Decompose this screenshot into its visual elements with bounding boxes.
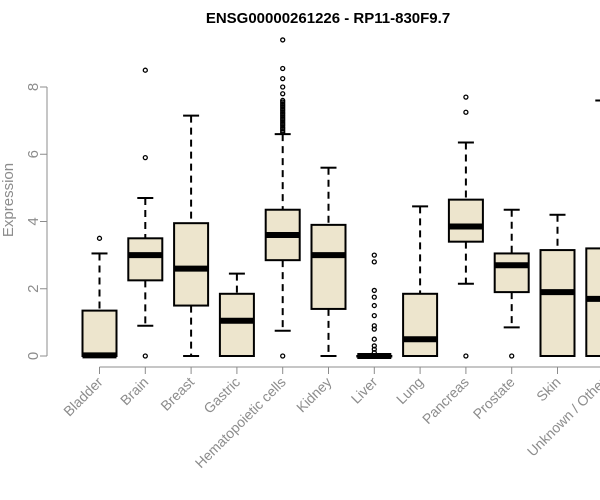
chart-title: ENSG00000261226 - RP11-830F9.7 xyxy=(206,10,450,27)
outlier-point xyxy=(371,336,377,342)
outlier-point xyxy=(371,252,377,258)
outlier-point xyxy=(142,154,148,161)
box-group xyxy=(127,67,164,359)
box xyxy=(585,247,600,357)
y-tick-label: 2 xyxy=(25,285,42,293)
outlier-point xyxy=(142,353,148,359)
outlier-point xyxy=(371,287,377,294)
outlier-point xyxy=(280,84,286,90)
x-tick-label: Prostate xyxy=(470,374,518,422)
x-tick-label: Pancreas xyxy=(419,374,472,427)
x-tick-label: Lung xyxy=(393,374,426,407)
y-tick-label: 4 xyxy=(25,217,42,225)
outlier-point xyxy=(96,235,103,241)
y-tick-label: 0 xyxy=(25,352,42,360)
box-group xyxy=(264,37,301,359)
box xyxy=(81,309,118,358)
outlier-point xyxy=(371,323,377,329)
box-group xyxy=(447,94,484,359)
outlier-point xyxy=(371,294,377,300)
x-tick-label: Kidney xyxy=(293,374,335,416)
box xyxy=(539,249,576,357)
outlier-point xyxy=(280,353,286,359)
outlier-point xyxy=(463,94,469,100)
box-group xyxy=(585,99,600,357)
box xyxy=(173,222,210,307)
box xyxy=(493,252,530,294)
x-tick-label: Skin xyxy=(533,374,564,405)
box-group xyxy=(402,205,439,358)
x-tick-label: Bladder xyxy=(60,374,106,420)
outlier-point xyxy=(280,91,286,97)
box-group xyxy=(173,114,210,357)
outlier-point xyxy=(463,353,469,359)
outlier-point xyxy=(280,37,286,43)
y-axis-label: Expression xyxy=(0,163,17,237)
box-group xyxy=(310,166,347,357)
outlier-point xyxy=(280,97,286,104)
outlier-point xyxy=(371,312,377,319)
box-group xyxy=(81,235,118,359)
box-group xyxy=(218,272,255,358)
box-group xyxy=(356,252,393,359)
plot-area xyxy=(81,37,600,359)
outlier-point xyxy=(142,67,148,73)
box-group xyxy=(493,208,530,359)
y-tick-label: 8 xyxy=(25,83,42,91)
outlier-point xyxy=(280,75,286,82)
box xyxy=(402,292,439,358)
x-tick-label: Breast xyxy=(157,374,197,414)
y-tick-label: 6 xyxy=(25,150,42,158)
outlier-point xyxy=(509,353,515,359)
x-tick-label: Liver xyxy=(348,374,381,407)
outlier-point xyxy=(371,259,377,265)
box xyxy=(218,292,255,358)
box xyxy=(447,198,484,243)
x-tick-label: Gastric xyxy=(200,374,243,417)
x-tick-label: Brain xyxy=(117,374,151,408)
x-tick-label: Hematopoietic cells xyxy=(192,374,289,471)
outlier-point xyxy=(371,343,377,349)
box-group xyxy=(539,213,576,357)
box xyxy=(310,223,347,310)
outlier-point xyxy=(371,302,377,309)
outlier-point xyxy=(463,109,469,115)
outlier-point xyxy=(280,65,286,72)
box xyxy=(127,237,164,282)
